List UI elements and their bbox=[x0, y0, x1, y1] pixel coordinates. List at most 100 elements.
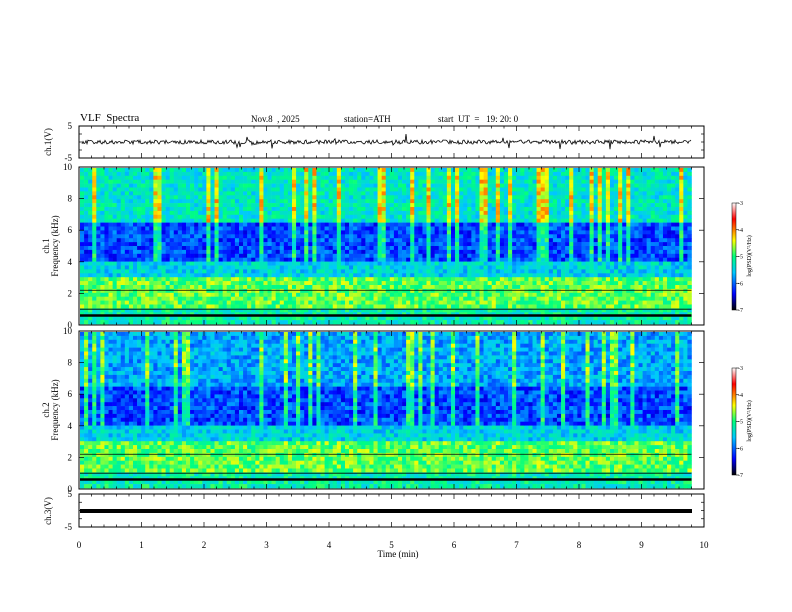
spectrogram-cell bbox=[561, 257, 566, 262]
spectrogram-cell bbox=[585, 238, 590, 243]
spectrogram-cell bbox=[332, 257, 338, 262]
spectrogram-cell bbox=[312, 226, 317, 231]
spectrogram-cell bbox=[540, 242, 546, 247]
spectrogram-cell bbox=[581, 253, 586, 258]
spectrogram-cell bbox=[410, 273, 415, 278]
spectrogram-cell bbox=[324, 183, 329, 188]
spectrogram-cell bbox=[332, 261, 338, 266]
spectrogram-cell bbox=[532, 265, 537, 270]
spectrogram-cell bbox=[181, 304, 187, 309]
spectrogram-cell bbox=[381, 285, 387, 290]
spectrogram-cell bbox=[438, 273, 444, 278]
spectrogram-cell bbox=[397, 222, 403, 227]
spectrogram-cell bbox=[349, 175, 354, 180]
spectrogram-cell bbox=[459, 191, 464, 196]
spectrogram-cell bbox=[520, 218, 525, 223]
spectrogram-cell bbox=[544, 257, 550, 262]
spectrogram-cell bbox=[369, 257, 374, 262]
spectrogram-cell bbox=[377, 261, 382, 266]
spectrogram-cell bbox=[353, 316, 358, 321]
spectrogram-cell bbox=[349, 183, 354, 188]
spectrogram-cell bbox=[406, 238, 411, 243]
spectrogram-cell bbox=[491, 218, 497, 223]
spectrogram-cell bbox=[585, 183, 590, 188]
spectrogram-cell bbox=[243, 234, 248, 239]
spectrogram-cell bbox=[357, 288, 362, 294]
spectrogram-cell bbox=[88, 277, 93, 282]
spectrogram-cell bbox=[141, 281, 146, 286]
spectrogram-cell bbox=[169, 277, 175, 282]
spectrogram-cell bbox=[320, 168, 325, 173]
spectrogram-cell bbox=[389, 253, 395, 258]
spectrogram-cell bbox=[438, 222, 444, 227]
spectrogram-cell bbox=[120, 308, 126, 313]
spectrogram-cell bbox=[96, 277, 101, 282]
spectrogram-cell bbox=[532, 296, 537, 301]
spectrogram-cell bbox=[414, 246, 419, 251]
spectrogram-cell bbox=[238, 238, 244, 243]
spectrogram-cell bbox=[503, 257, 509, 262]
spectrogram-cell bbox=[556, 199, 562, 204]
spectrogram-cell bbox=[324, 265, 329, 270]
spectrogram-cell bbox=[84, 207, 89, 212]
spectrogram-cell bbox=[332, 249, 338, 255]
spectrogram-cell bbox=[275, 195, 281, 200]
spectrogram-cell bbox=[88, 288, 93, 294]
spectrogram-cell bbox=[84, 203, 89, 208]
spectrogram-cell bbox=[226, 175, 232, 180]
spectrogram-cell bbox=[263, 249, 268, 255]
spectrogram-cell bbox=[153, 277, 158, 282]
spectrogram-cell bbox=[165, 281, 170, 286]
spectrogram-cell bbox=[340, 242, 346, 247]
spectrogram-cell bbox=[569, 281, 574, 286]
spectrogram-cell bbox=[544, 308, 550, 313]
spectrogram-cell bbox=[320, 269, 325, 274]
spectrogram-cell bbox=[389, 171, 395, 177]
spectrogram-cell bbox=[84, 285, 89, 290]
spectrogram-cell bbox=[442, 285, 448, 290]
spectrogram-cell bbox=[410, 222, 415, 227]
spectrogram-cell bbox=[279, 249, 285, 255]
spectrogram-cell bbox=[296, 187, 301, 192]
spectrogram-cell bbox=[512, 238, 517, 243]
spectrogram-cell bbox=[206, 308, 211, 313]
spectrogram-cell bbox=[210, 210, 215, 216]
spectrogram-cell bbox=[528, 238, 533, 243]
spectrogram-cell bbox=[463, 226, 468, 231]
spectrogram-cell bbox=[438, 183, 444, 188]
spectrogram-cell bbox=[251, 226, 256, 231]
spectrogram-cell bbox=[540, 226, 546, 231]
spectrogram-cell bbox=[124, 242, 130, 247]
spectrogram-cell bbox=[234, 199, 240, 204]
spectrogram-cell bbox=[508, 281, 513, 286]
spectrogram-cell bbox=[173, 308, 179, 313]
spectrogram-cell bbox=[544, 316, 550, 321]
spectrogram-cell bbox=[422, 257, 427, 262]
spectrogram-cell bbox=[410, 281, 415, 286]
spectrogram-cell bbox=[255, 199, 260, 204]
spectrogram-cell bbox=[161, 281, 166, 286]
spectrogram-cell bbox=[552, 171, 558, 177]
spectrogram-cell bbox=[491, 210, 497, 216]
spectrogram-cell bbox=[548, 316, 554, 321]
spectrogram-cell bbox=[279, 292, 285, 297]
spectrogram-cell bbox=[128, 195, 134, 200]
spectrogram-cell bbox=[422, 171, 427, 177]
spectrogram-cell bbox=[320, 199, 325, 204]
spectrogram-cell bbox=[214, 246, 219, 251]
spectrogram-cell bbox=[369, 226, 374, 231]
spectrogram-cell bbox=[291, 300, 297, 305]
spectrogram-cell bbox=[291, 168, 297, 173]
spectrogram-cell bbox=[291, 292, 297, 297]
spectrogram-cell bbox=[344, 195, 350, 200]
spectrogram-cell bbox=[304, 242, 309, 247]
spectrogram-cell bbox=[247, 238, 252, 243]
spectrogram-cell bbox=[450, 199, 456, 204]
spectrogram-cell bbox=[128, 187, 134, 192]
spectrogram-cell bbox=[194, 273, 199, 278]
spectrogram-cell bbox=[198, 238, 203, 243]
spectrogram-cell bbox=[112, 179, 117, 184]
spectrogram-cell bbox=[520, 171, 525, 177]
spectrogram-cell bbox=[524, 292, 529, 297]
spectrogram-cell bbox=[442, 214, 448, 219]
